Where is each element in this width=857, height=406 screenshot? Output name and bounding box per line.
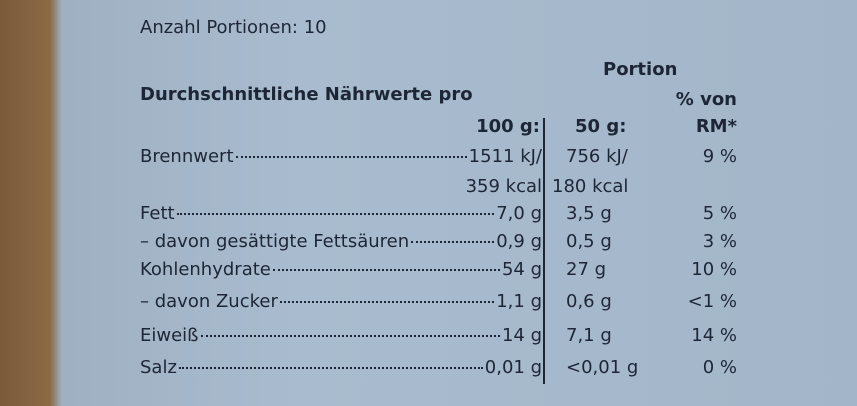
value-portion: 0,5 g <box>566 231 612 252</box>
dot-leader <box>279 301 495 303</box>
value-ri: 10 % <box>691 259 737 280</box>
value-portion: <0,01 g <box>566 357 639 378</box>
col-ri: RM* <box>695 116 737 137</box>
value-portion: 27 g <box>566 259 607 280</box>
value-100g: 54 g <box>501 259 542 280</box>
dot-leader <box>411 241 495 243</box>
nutrient-label: Fett <box>140 203 175 224</box>
portion-heading: Portion <box>603 59 678 80</box>
dot-leader <box>178 367 483 369</box>
value-100g: 1511 kJ/ <box>468 146 542 167</box>
nutrient-label: – davon gesättigte Fettsäuren <box>140 231 410 252</box>
nutrient-label: Salz <box>140 357 177 378</box>
dot-leader <box>176 213 495 215</box>
ri-heading: % von <box>675 89 737 110</box>
table-row: – davon gesättigte Fettsäuren 0,9 g <box>140 231 542 253</box>
table-row: Salz 0,01 g <box>140 357 542 379</box>
value-ri: 9 % <box>702 146 737 167</box>
value-100g: 7,0 g <box>496 203 542 224</box>
value-ri: 14 % <box>691 325 737 346</box>
column-divider <box>543 118 545 384</box>
nutrient-label: Kohlenhydrate <box>140 259 271 280</box>
nutrient-label: Brennwert <box>140 146 234 167</box>
servings: Anzahl Portionen: 10 <box>140 17 327 38</box>
table-row: Eiweiß 14 g <box>140 325 542 347</box>
col-100g: 100 g: <box>476 116 540 137</box>
value-100g: 14 g <box>501 325 542 346</box>
value-ri: 3 % <box>702 231 737 252</box>
table-title: Durchschnittliche Nährwerte pro <box>140 84 473 105</box>
value-portion: 180 kcal <box>552 176 629 197</box>
value-ri: 0 % <box>702 357 737 378</box>
dot-leader <box>272 269 500 271</box>
dot-leader <box>200 335 500 337</box>
nutrient-label: Eiweiß <box>140 325 199 346</box>
table-row: Brennwert 1511 kJ/ <box>140 146 542 168</box>
value-100g: 0,9 g <box>496 231 542 252</box>
value-100g: 359 kcal <box>465 176 542 197</box>
value-portion: 3,5 g <box>566 203 612 224</box>
col-portion: 50 g: <box>575 116 627 137</box>
value-portion: 0,6 g <box>566 291 612 312</box>
value-100g: 1,1 g <box>496 291 542 312</box>
table-row: Kohlenhydrate 54 g <box>140 259 542 281</box>
table-row: – davon Zucker 1,1 g <box>140 291 542 313</box>
value-ri: <1 % <box>687 291 737 312</box>
value-portion: 7,1 g <box>566 325 612 346</box>
value-portion: 756 kJ/ <box>566 146 628 167</box>
value-ri: 5 % <box>702 203 737 224</box>
nutrient-label: – davon Zucker <box>140 291 278 312</box>
table-row: Fett 7,0 g <box>140 203 542 225</box>
dot-leader <box>235 156 467 158</box>
value-100g: 0,01 g <box>484 357 542 378</box>
